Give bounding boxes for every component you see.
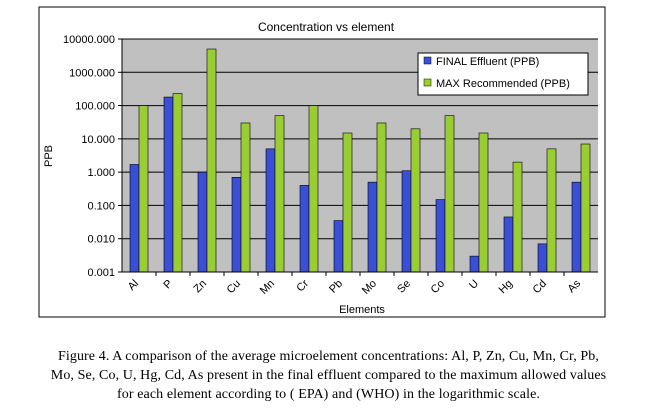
caption-line-1: Figure 4. A comparison of the average mi… (57, 349, 600, 364)
bar-final-effluent-se (401, 170, 412, 273)
bar-max-recommended-se (410, 128, 421, 273)
chart: Concentration vs element 0.001 0.010 0.100… (38, 6, 606, 318)
y-tick-label: 100.000 (75, 101, 115, 113)
bar-final-effluent-u (469, 255, 480, 273)
bar-max-recommended-pb (342, 132, 353, 273)
legend-box (417, 52, 589, 96)
chart-title: Concentration vs element (258, 20, 395, 34)
bar-final-effluent-p (163, 96, 174, 273)
y-tick-label: 1.000 (87, 167, 115, 179)
bar-final-effluent-mo (367, 181, 378, 273)
y-tick-label: 10000.000 (63, 34, 115, 46)
chart-svg: Concentration vs element 0.001 0.010 0.100… (38, 6, 606, 318)
bar-final-effluent-cr (299, 185, 310, 273)
y-tick-label: 0.100 (87, 200, 115, 212)
bar-max-recommended-cu (240, 122, 251, 273)
bar-max-recommended-co (444, 115, 455, 273)
y-tick-label: 0.010 (87, 234, 115, 246)
legend-swatch-max-recommended (423, 78, 432, 87)
bar-max-recommended-cd (546, 148, 557, 273)
y-tick-label: 1000.000 (69, 67, 115, 79)
bar-max-recommended-zn (206, 48, 217, 273)
bar-final-effluent-co (435, 199, 446, 273)
figure-caption: Figure 4. A comparison of the average mi… (0, 347, 657, 404)
bar-max-recommended-mn (274, 115, 285, 273)
bar-max-recommended-as (580, 143, 591, 273)
bar-max-recommended-cr (308, 105, 319, 273)
caption-line-2: Mo, Se, Co, U, Hg, Cd, As present in the… (50, 368, 607, 383)
bar-final-effluent-cd (537, 243, 548, 273)
bar-final-effluent-as (571, 181, 582, 273)
bar-max-recommended-al (138, 105, 149, 273)
bar-max-recommended-p (172, 93, 183, 273)
bar-final-effluent-al (129, 164, 140, 273)
bar-max-recommended-u (478, 132, 489, 273)
bars (129, 48, 591, 273)
y-tick-label: 0.001 (87, 267, 115, 279)
bar-final-effluent-cu (231, 176, 242, 273)
legend-label-final-effluent: FINAL Effluent (PPB) (436, 56, 539, 68)
bar-final-effluent-mn (265, 148, 276, 273)
bar-max-recommended-hg (512, 161, 523, 273)
y-tick-label: 10.000 (81, 134, 115, 146)
legend: FINAL Effluent (PPB) MAX Recommended (PP… (417, 52, 589, 96)
bar-final-effluent-zn (197, 171, 208, 273)
legend-swatch-final-effluent (423, 56, 432, 65)
bar-max-recommended-mo (376, 122, 387, 273)
caption-line-3: for each element according to ( EPA) and… (116, 387, 541, 402)
y-axis-label: PPB (43, 145, 55, 167)
x-axis-label: Elements (339, 304, 385, 316)
legend-label-max-recommended: MAX Recommended (PPB) (436, 78, 570, 90)
bar-final-effluent-pb (333, 220, 344, 273)
bar-final-effluent-hg (503, 216, 514, 273)
